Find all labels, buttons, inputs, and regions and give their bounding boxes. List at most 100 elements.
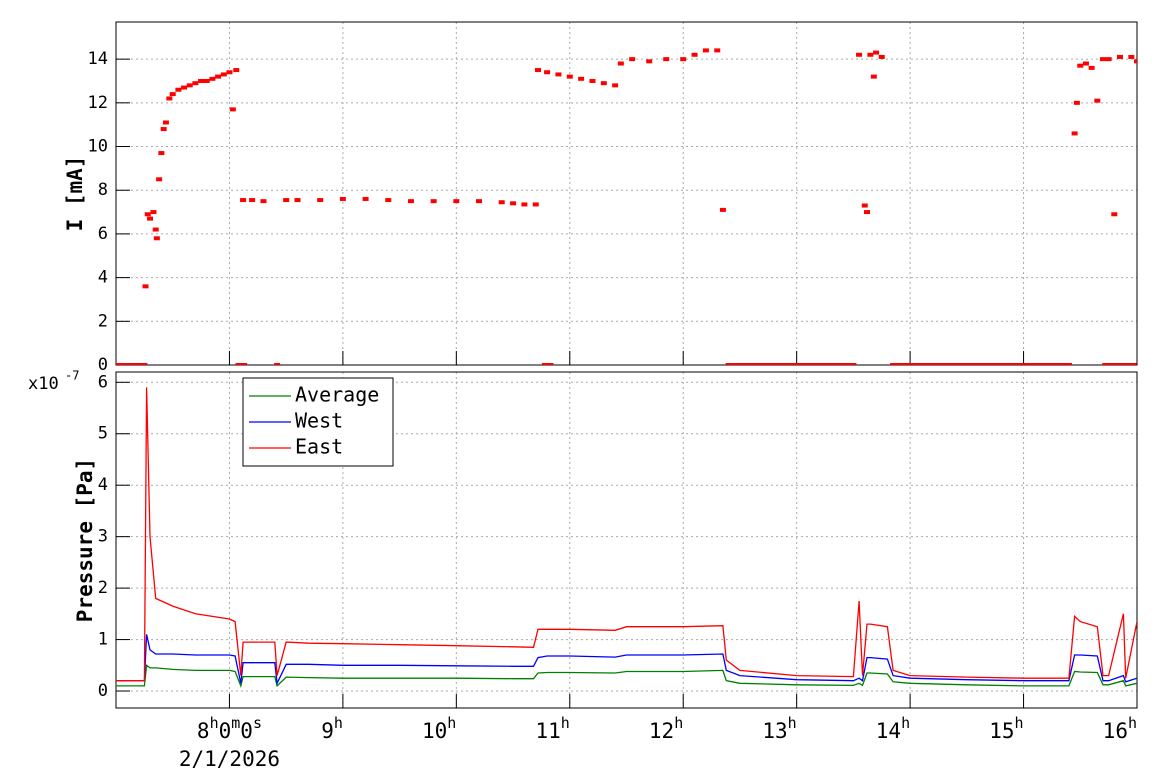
y-tick-label: 4 <box>98 268 108 288</box>
point <box>547 363 554 365</box>
y-tick-label: 1 <box>98 630 108 650</box>
point <box>535 68 542 73</box>
point <box>805 363 812 365</box>
x-tick-label: 11h <box>535 714 569 744</box>
point <box>153 236 160 241</box>
point <box>895 363 902 365</box>
point <box>233 68 240 73</box>
point <box>181 85 188 90</box>
point <box>997 363 1004 365</box>
point <box>241 363 248 365</box>
point <box>799 363 806 365</box>
point <box>702 48 709 53</box>
point <box>850 363 857 365</box>
plot-area <box>116 387 1137 689</box>
point <box>958 363 965 365</box>
point <box>116 363 119 365</box>
point <box>192 81 199 86</box>
y-tick-label: 14 <box>88 49 108 69</box>
point <box>935 363 942 365</box>
plot-frame <box>115 371 1138 709</box>
point <box>617 61 624 66</box>
point <box>283 198 290 203</box>
point <box>249 198 256 203</box>
x-tick-label: 12h <box>649 714 683 744</box>
point <box>130 363 137 365</box>
y-tick-label: 10 <box>88 137 108 157</box>
point <box>209 76 216 81</box>
time-offset: 2/1/2026 <box>179 747 280 771</box>
point <box>175 87 182 92</box>
point <box>1037 363 1044 365</box>
point <box>980 363 987 365</box>
point <box>941 363 948 365</box>
point <box>1124 363 1131 365</box>
y-tick-label: 4 <box>98 475 108 495</box>
point <box>169 92 176 97</box>
point <box>135 363 142 365</box>
point <box>901 363 908 365</box>
y-axis-label: I [mA] <box>63 156 87 232</box>
point <box>555 72 562 77</box>
point <box>156 177 163 182</box>
point <box>141 363 148 365</box>
point <box>1128 54 1135 59</box>
point <box>339 196 346 201</box>
y-tick-label: 3 <box>98 527 108 547</box>
point <box>317 198 324 203</box>
point <box>890 363 897 365</box>
point <box>1003 363 1010 365</box>
point <box>1094 98 1101 103</box>
point <box>861 203 868 208</box>
point <box>1071 131 1078 136</box>
point <box>240 198 247 203</box>
point <box>963 363 970 365</box>
x-tick-label: 10h <box>422 714 456 744</box>
point <box>1031 363 1038 365</box>
point <box>691 52 698 57</box>
point <box>532 202 539 207</box>
point <box>986 363 993 365</box>
point <box>152 227 159 232</box>
point <box>810 363 817 365</box>
y-tick-label: 5 <box>98 424 108 444</box>
point <box>186 83 193 88</box>
x-tick-label: 14h <box>876 714 910 744</box>
x-tick-label: 16h <box>1103 714 1137 744</box>
point <box>158 151 165 156</box>
point <box>646 59 653 64</box>
point <box>498 200 505 205</box>
x-tick-label: 13h <box>762 714 796 744</box>
point <box>1060 363 1067 365</box>
point <box>878 54 885 59</box>
point <box>1048 363 1055 365</box>
y-axis-label: Pressure [Pa] <box>73 458 97 622</box>
point <box>1054 363 1061 365</box>
point <box>663 57 670 62</box>
point <box>912 363 919 365</box>
point <box>1073 100 1080 105</box>
point <box>476 199 483 204</box>
point <box>816 363 823 365</box>
series-line <box>116 664 1137 689</box>
point <box>770 363 777 365</box>
point <box>162 120 169 125</box>
point <box>782 363 789 365</box>
point <box>1119 363 1126 365</box>
y-exponent-power: -7 <box>65 369 79 383</box>
point <box>1009 363 1016 365</box>
y-tick-label: 0 <box>98 355 108 375</box>
point <box>753 363 760 365</box>
point <box>844 363 851 365</box>
point <box>929 363 936 365</box>
point <box>1043 363 1050 365</box>
point <box>870 74 877 79</box>
y-tick-label: 2 <box>98 578 108 598</box>
point <box>510 201 517 206</box>
point <box>385 198 392 203</box>
point <box>578 76 585 81</box>
point <box>220 72 227 77</box>
point <box>166 96 173 101</box>
point <box>867 52 874 57</box>
